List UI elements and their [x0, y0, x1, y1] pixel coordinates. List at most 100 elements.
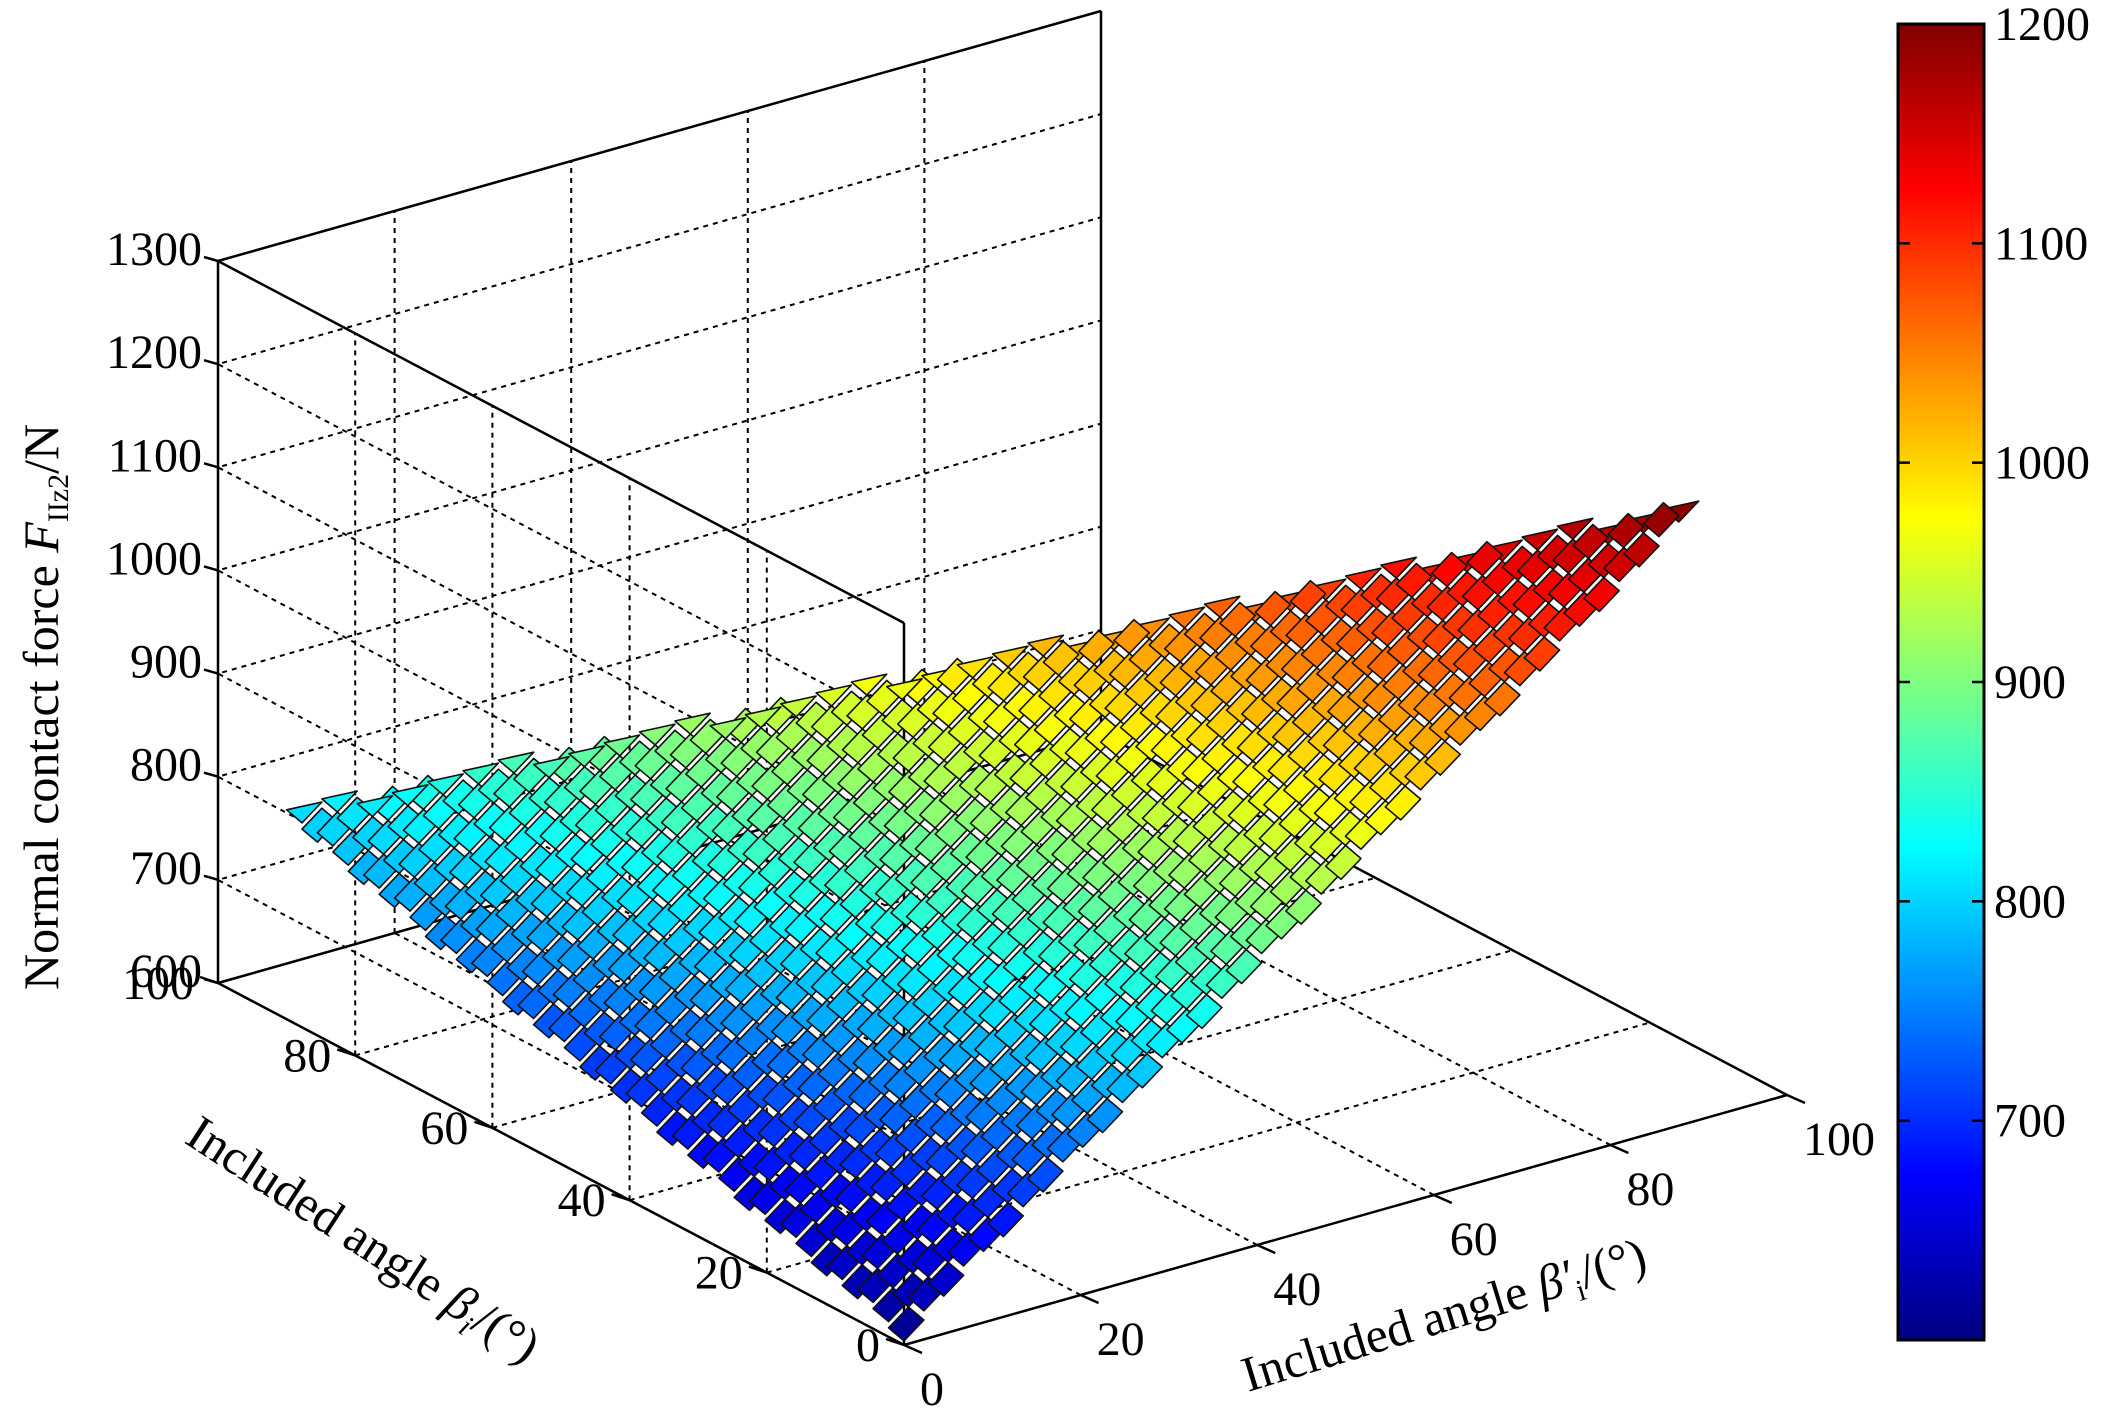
frame-edge — [217, 259, 905, 625]
surface-patch — [1622, 532, 1660, 568]
z-tick-mark — [203, 255, 219, 263]
x-tick-label: 0 — [856, 1319, 880, 1372]
x-tick-label: 80 — [283, 1029, 331, 1082]
surface-patch — [321, 790, 359, 813]
z-tick-mark — [203, 668, 219, 675]
y-tick-label: 100 — [1803, 1113, 1875, 1166]
z-gridline — [215, 10, 1102, 624]
z-axis-label: Normal contact force FIIz2/N — [13, 424, 75, 990]
x-tick-label: 40 — [558, 1174, 606, 1227]
z-tick-mark — [203, 874, 219, 882]
surface-patch — [1289, 579, 1327, 616]
z-tick-mark — [203, 462, 219, 469]
surface-patch — [885, 677, 923, 701]
colorbar-tick-label: 800 — [1994, 875, 2066, 928]
y-axis-ticks: 0 20 40 60 80 100 — [903, 1093, 1875, 1416]
y-tick-label: 80 — [1626, 1163, 1674, 1216]
surface-patch — [1430, 551, 1468, 588]
surface-patch — [1254, 590, 1292, 627]
surface-patch — [426, 773, 464, 796]
x-axis-label: Included angle βi/(°) — [174, 1104, 550, 1379]
surface-patch — [674, 712, 712, 735]
x-tick-mark — [748, 1265, 768, 1274]
x-tick-label: 20 — [695, 1247, 743, 1300]
z-axis-ticks: 600 700 800 900 1000 1100 1200 1300 — [106, 223, 219, 998]
surface-patch — [1168, 606, 1206, 629]
y-tick-mark — [1609, 1143, 1629, 1155]
surface-patch — [1203, 595, 1241, 618]
x-tick-mark — [611, 1193, 630, 1202]
axes-frame — [216, 9, 1788, 1347]
frame-edge — [217, 9, 1102, 263]
x-tick-label: 100 — [122, 957, 194, 1010]
y-tick-label: 60 — [1450, 1213, 1498, 1266]
surface-patch — [356, 794, 394, 818]
colorbar-tick-label: 1200 — [1994, 0, 2090, 51]
surface-patch — [744, 706, 782, 729]
surface-patch — [1344, 567, 1382, 590]
surface-patch — [815, 684, 853, 707]
surface-patch — [1395, 562, 1433, 599]
surface-patch — [956, 656, 994, 679]
surface-patch — [1556, 517, 1594, 541]
surface-patch — [1607, 512, 1645, 549]
surface-patch — [1380, 556, 1418, 579]
surface-patch — [1219, 601, 1256, 638]
surface-patch — [1113, 618, 1151, 655]
surface-patch — [462, 762, 500, 785]
colorbar — [1896, 22, 1986, 1342]
surface-patch — [1077, 629, 1115, 666]
surface-patch — [1521, 528, 1559, 551]
surface-patch — [779, 695, 817, 718]
y-tick-mark — [1786, 1093, 1806, 1105]
z-tick-mark — [203, 565, 219, 572]
x-tick-mark — [336, 1048, 356, 1057]
surface-mesh — [285, 500, 1700, 1342]
surface-patch — [1042, 640, 1080, 677]
surface-patch — [285, 801, 323, 824]
z-tick-label: 1100 — [108, 429, 202, 482]
surface-patch — [391, 783, 429, 807]
surface-patch — [991, 645, 1029, 668]
z-tick-label: 600 — [130, 945, 202, 998]
colorbar-tick-label: 900 — [1994, 656, 2066, 709]
z-tick-mark — [203, 771, 219, 778]
surface-patch — [1027, 634, 1065, 657]
surface-patch — [532, 755, 570, 779]
z-tick-label: 1300 — [106, 223, 202, 276]
z-tick-mark — [203, 358, 219, 366]
x-tick-label: 60 — [420, 1102, 468, 1155]
y-axis-label: Included angle β′i/(°) — [1235, 1226, 1654, 1408]
frame-edge — [903, 1093, 1788, 1347]
surface-patch — [850, 673, 888, 696]
y-tick-label: 40 — [1273, 1263, 1321, 1316]
colorbar-ticks: 700 800 900 1000 1100 1200 — [1898, 0, 2090, 1148]
surface-patch — [603, 734, 641, 757]
y-tick-mark — [1256, 1243, 1276, 1255]
z-tick-label: 700 — [130, 842, 202, 895]
colorbar-tick-label: 1100 — [1994, 217, 2088, 270]
y-tick-label: 20 — [1097, 1313, 1145, 1366]
surface-patch — [1572, 523, 1609, 560]
surface-patch — [1642, 501, 1680, 538]
x-tick-mark — [885, 1337, 905, 1347]
x-tick-mark — [474, 1120, 493, 1129]
y-tick-label: 0 — [920, 1363, 944, 1416]
x-axis-ticks: 0 20 40 60 80 100 — [122, 957, 905, 1372]
colorbar-tick-label: 1000 — [1994, 437, 2090, 490]
y-tick-mark — [903, 1343, 923, 1355]
z-tick-label: 900 — [130, 636, 202, 689]
colorbar-tick-label: 700 — [1994, 1095, 2066, 1148]
y-tick-mark — [1433, 1193, 1453, 1205]
surface-patch — [709, 716, 747, 740]
frame-edge — [217, 981, 905, 1347]
surface-patch — [497, 751, 535, 774]
y-tick-mark — [1080, 1293, 1100, 1305]
z-tick-label: 800 — [130, 739, 202, 792]
z-tick-mark — [203, 977, 219, 985]
z-tick-label: 1200 — [106, 326, 202, 379]
surface-patch — [638, 723, 676, 746]
surface-patch — [568, 745, 606, 768]
